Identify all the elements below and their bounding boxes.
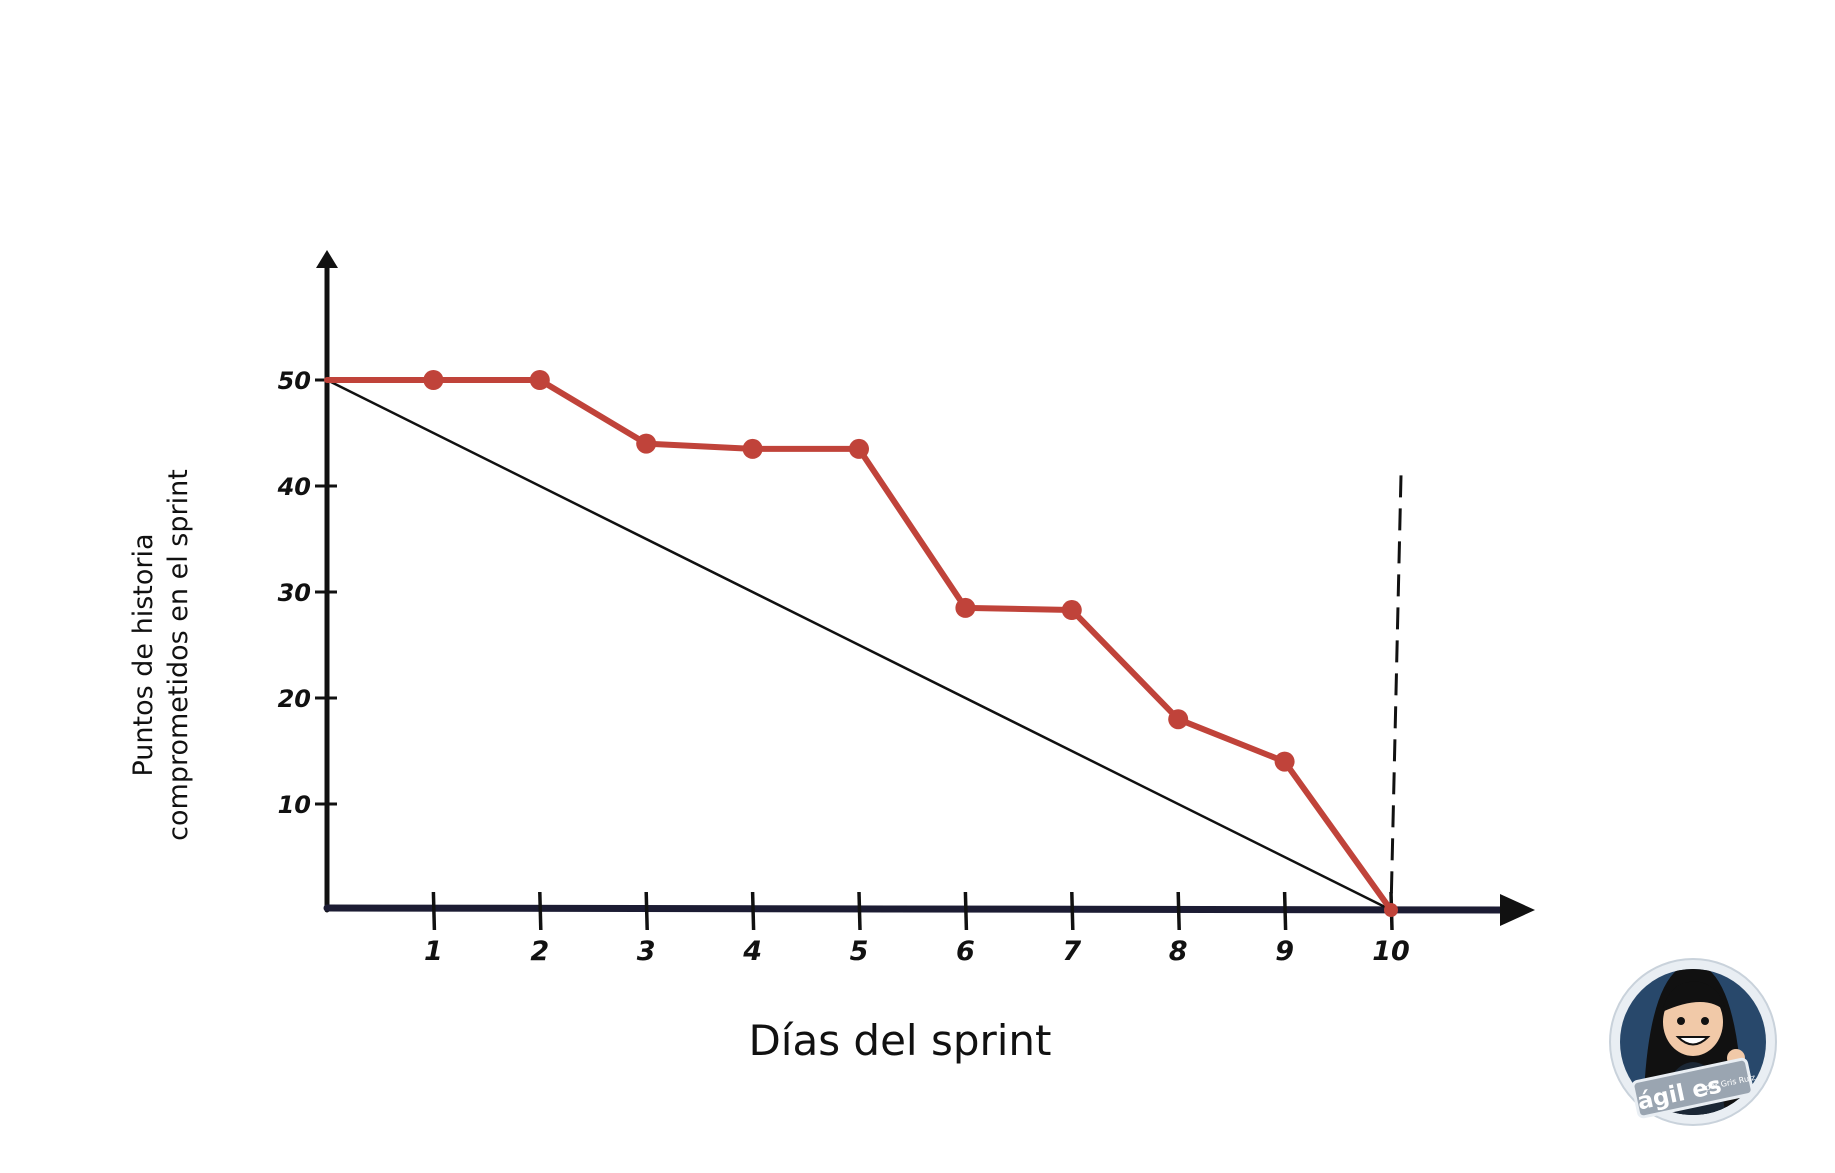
- x-tick: [857, 891, 862, 931]
- x-tick: [750, 891, 756, 931]
- x-tick-label: 5: [850, 936, 869, 967]
- y-axis-arrow: [316, 250, 338, 268]
- actual-point: [1168, 709, 1189, 730]
- y-axis-title: Puntos de historia comprometidos en el s…: [128, 469, 194, 841]
- x-tick: [1282, 891, 1288, 931]
- x-axis-arrow: [1500, 894, 1535, 926]
- ideal-burndown-line: [326, 378, 1392, 912]
- x-tick: [431, 891, 437, 931]
- agiles-logo: ágil es por Gris Ruiz: [1609, 958, 1777, 1126]
- x-tick-label: 3: [637, 936, 656, 967]
- actual-points: [423, 370, 1398, 917]
- y-tick-label: 50: [278, 367, 311, 395]
- x-tick: [1176, 891, 1181, 931]
- x-tick-label: 6: [956, 936, 975, 967]
- actual-point: [1384, 903, 1398, 917]
- x-tick-label: 4: [742, 936, 762, 967]
- x-tick-label: 8: [1169, 936, 1188, 967]
- actual-point: [1061, 600, 1082, 621]
- actual-point: [849, 438, 869, 459]
- x-ticks: 1 2 3 4 5 6 7 8 9 10: [424, 891, 1410, 967]
- x-tick: [644, 891, 649, 931]
- x-axis-title: Días del sprint: [748, 1016, 1051, 1065]
- y-axis-title-line-2: comprometidos en el sprint: [163, 469, 194, 841]
- x-tick: [1070, 891, 1075, 931]
- x-tick-label: 1: [424, 936, 443, 967]
- x-tick: [538, 891, 543, 931]
- y-tick-label: 20: [278, 685, 311, 713]
- y-ticks: 10 20 30 40 50: [277, 367, 337, 819]
- y-tick-label: 40: [277, 473, 311, 501]
- actual-point: [636, 433, 657, 454]
- actual-point: [1274, 751, 1295, 772]
- actual-point: [423, 370, 444, 390]
- actual-point: [529, 370, 550, 390]
- x-tick: [963, 891, 969, 931]
- x-tick-label: 7: [1062, 936, 1081, 967]
- actual-point: [742, 438, 763, 459]
- x-tick-label: 2: [530, 936, 549, 967]
- y-axis-title-line-1: Puntos de historia: [128, 533, 159, 776]
- actual-point: [955, 597, 976, 618]
- y-tick-label: 30: [278, 579, 311, 607]
- x-tick-label: 9: [1275, 936, 1294, 967]
- axes: [316, 250, 1535, 926]
- x-axis-line: [323, 904, 1509, 914]
- sprint-end-dashed-line: [1389, 475, 1403, 911]
- x-tick-label: 10: [1372, 936, 1410, 967]
- y-tick-label: 10: [278, 791, 311, 819]
